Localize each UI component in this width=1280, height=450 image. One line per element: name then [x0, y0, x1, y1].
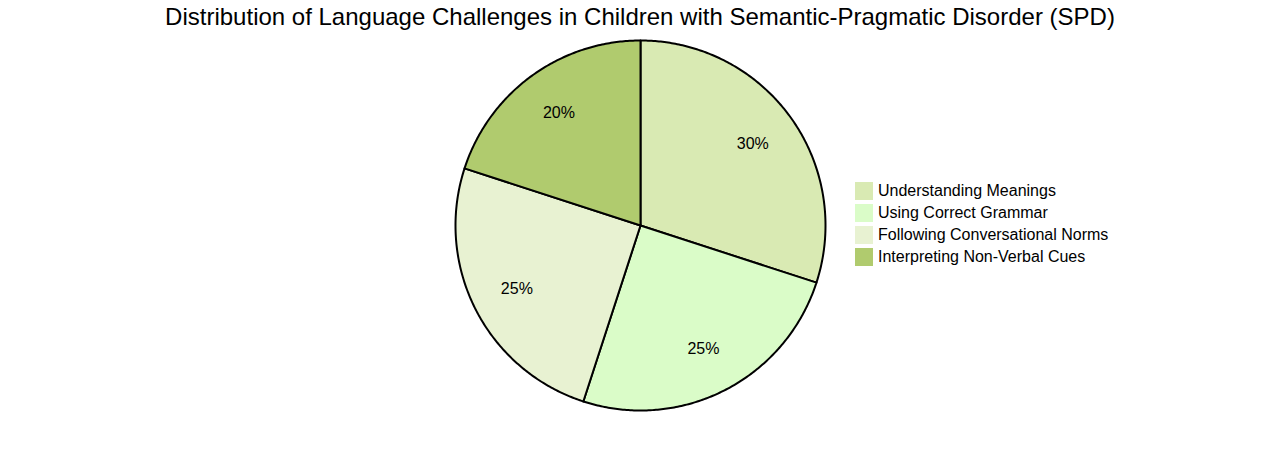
html-text:Interpreting Non-Verbal Cues: Interpreting Non-Verbal Cues: [878, 248, 1086, 265]
html-text:Distribution of Language Chall: Distribution of Language Challenges in C…: [165, 3, 1115, 30]
html-text:Following Conversational Norms: Following Conversational Norms: [878, 226, 1109, 243]
svg-text:30%: 30%: [737, 135, 769, 152]
html-text:Understanding Meanings: Understanding Meanings: [878, 182, 1056, 199]
svg-text:25%: 25%: [501, 280, 533, 297]
svg-text:20%: 20%: [543, 104, 575, 121]
svg-text:25%: 25%: [687, 340, 719, 357]
html-text:Using Correct Grammar: Using Correct Grammar: [878, 204, 1048, 221]
